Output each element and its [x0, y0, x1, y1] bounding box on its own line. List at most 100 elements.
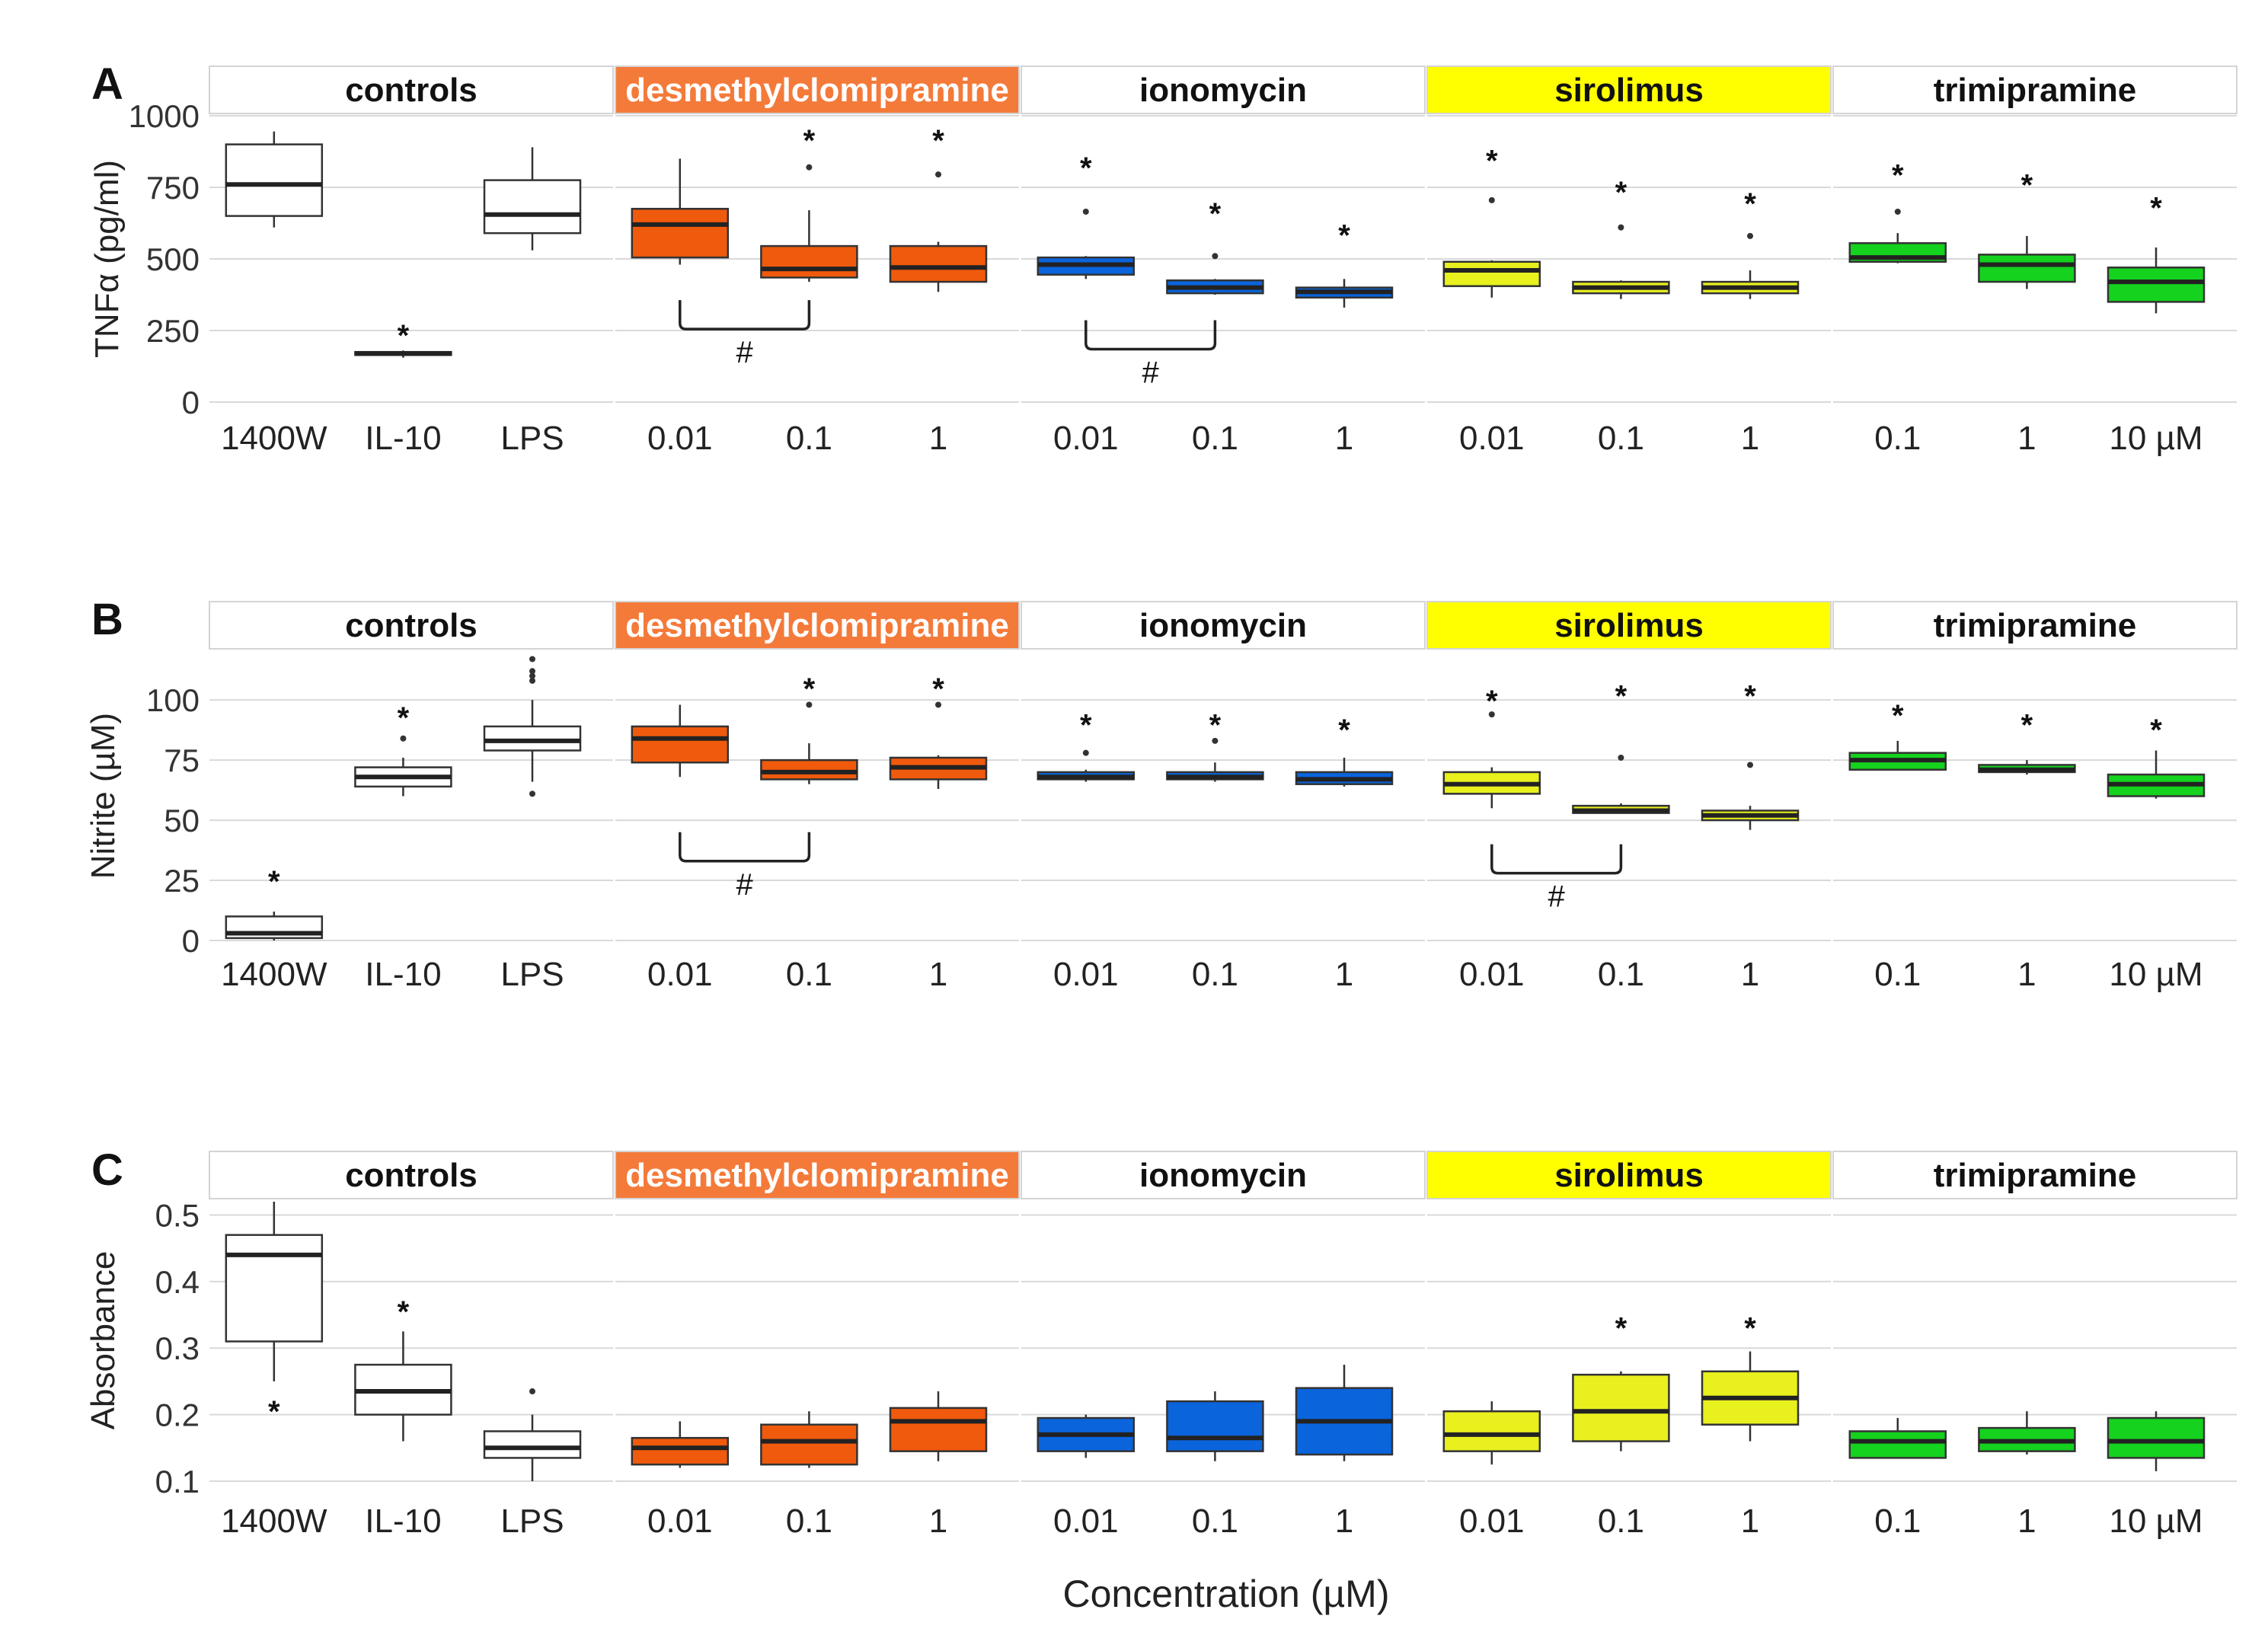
facet-strip-label: controls	[345, 72, 478, 109]
y-tick-label: 250	[146, 313, 200, 349]
x-tick-label: 1	[1741, 956, 1759, 993]
box-0.01: * 0.01	[1442, 685, 1541, 993]
facet-strip	[1832, 1151, 2238, 1199]
significance-star: *	[1744, 680, 1756, 714]
facet-strip-label: desmethylclomipramine	[625, 1157, 1009, 1194]
x-tick-label: 1	[2017, 420, 2036, 457]
facet-strip-label: sirolimus	[1554, 607, 1704, 644]
facet-strip	[1426, 1151, 1832, 1199]
bracket-line	[1490, 844, 1623, 875]
facet-strip-label: ionomycin	[1139, 1157, 1307, 1194]
outlier-point	[1488, 711, 1495, 718]
outlier-point	[1082, 208, 1089, 215]
outlier-point	[1212, 253, 1219, 260]
facet-strip-label: trimipramine	[1934, 607, 2137, 644]
significance-star: *	[1615, 176, 1628, 209]
y-axis-title: Nitrite (µM)	[85, 713, 122, 879]
box-0.1: * 0.1	[760, 672, 858, 993]
facet-strip-label: desmethylclomipramine	[625, 607, 1009, 644]
significance-star: *	[1338, 219, 1350, 252]
significance-star: *	[268, 865, 280, 899]
x-tick-label: 1	[1335, 1502, 1353, 1540]
y-tick-label: 100	[146, 682, 200, 718]
facet-controls: controls * 1400W * IL-10 LPS	[209, 601, 614, 993]
y-tick-label: 0.4	[155, 1264, 200, 1300]
box-1: *1	[889, 124, 988, 457]
significance-star: *	[1209, 709, 1222, 742]
box-10 µM: * 10 µM	[2107, 714, 2206, 993]
x-tick-label: 0.1	[1598, 420, 1644, 457]
facet-strip-label: sirolimus	[1554, 72, 1704, 109]
box-iqr	[1166, 1400, 1264, 1452]
x-tick-label: 1	[929, 1502, 947, 1540]
significance-star: *	[1080, 152, 1092, 185]
bracket-label: #	[1142, 356, 1159, 389]
significance-bracket: #	[1084, 320, 1217, 389]
outlier-point	[935, 171, 941, 178]
box-1: *1	[1295, 714, 1394, 993]
box-iqr	[1442, 260, 1541, 287]
box-1400W: 1400W	[221, 131, 327, 457]
facet-strip-label: ionomycin	[1139, 72, 1307, 109]
x-tick-label: LPS	[500, 956, 564, 993]
bracket-line	[679, 832, 811, 863]
outlier-point	[1082, 749, 1089, 756]
x-tick-label: LPS	[500, 1502, 564, 1540]
significance-star: *	[1615, 1312, 1628, 1346]
box-0.01: 0.01	[631, 1421, 730, 1540]
outlier-point	[1212, 737, 1219, 744]
significance-star: *	[932, 672, 944, 706]
x-tick-label: 0.1	[1874, 1502, 1921, 1540]
box-iqr	[225, 1234, 324, 1343]
box-iqr	[889, 244, 988, 283]
box-iqr	[631, 725, 730, 764]
bracket-line	[1084, 320, 1217, 351]
box-iqr	[2107, 1416, 2206, 1459]
significance-star: *	[2021, 168, 2033, 202]
box-IL-10: * IL-10	[354, 1295, 452, 1540]
significance-star: *	[2150, 714, 2162, 747]
facet-strip	[1832, 65, 2238, 114]
outlier-point	[935, 701, 941, 708]
box-1: *1	[1701, 1312, 1800, 1540]
x-tick-label: 1	[1741, 420, 1759, 457]
outlier-point	[1747, 232, 1753, 239]
y-tick-label: 0.5	[155, 1197, 200, 1233]
outlier-point	[529, 656, 535, 663]
box-iqr	[483, 1430, 582, 1459]
x-tick-label: 10 µM	[2109, 420, 2203, 457]
facet-strip-label: trimipramine	[1934, 1157, 2137, 1194]
significance-star: *	[803, 124, 816, 158]
x-tick-label: 0.01	[647, 956, 713, 993]
box-0.01: * 0.01	[1037, 709, 1136, 993]
facet-sirolimus: sirolimus * 0.01 * 0.1 *1	[1426, 65, 1832, 457]
significance-star: *	[1744, 187, 1756, 221]
significance-star: *	[1744, 1312, 1756, 1346]
x-tick-label: 0.01	[1459, 420, 1525, 457]
box-1: *1	[1701, 680, 1800, 993]
x-tick-label: 0.01	[1053, 420, 1119, 457]
facet-strip	[1426, 65, 1832, 114]
x-tick-label: 0.1	[1598, 956, 1644, 993]
significance-star: *	[1209, 197, 1222, 231]
box-iqr	[631, 207, 730, 259]
box-IL-10: * IL-10	[354, 319, 452, 457]
x-tick-label: IL-10	[365, 956, 441, 993]
box-0.1: * 0.1	[760, 124, 858, 457]
x-axis-title: Concentration (µM)	[1063, 1573, 1390, 1615]
bracket-line	[679, 300, 811, 331]
box-0.1: * 0.1	[1848, 699, 1947, 993]
x-tick-label: IL-10	[365, 420, 441, 457]
box-10 µM: 10 µM	[2107, 1411, 2206, 1540]
panel-B: B Nitrite (µM) 0 25 50 75 100 controls * 1400W * IL…	[85, 595, 2238, 993]
outlier-point	[806, 164, 813, 171]
facet-controls: controls * 1400W * IL-10 LPS	[209, 1151, 614, 1540]
box-1: *1	[1701, 187, 1800, 457]
x-tick-label: LPS	[500, 420, 564, 457]
box-IL-10: * IL-10	[354, 701, 452, 993]
box-1: *1	[1978, 168, 2076, 457]
bracket-label: #	[736, 336, 753, 369]
y-tick-label: 0.3	[155, 1330, 200, 1366]
outlier-point	[1488, 196, 1495, 203]
